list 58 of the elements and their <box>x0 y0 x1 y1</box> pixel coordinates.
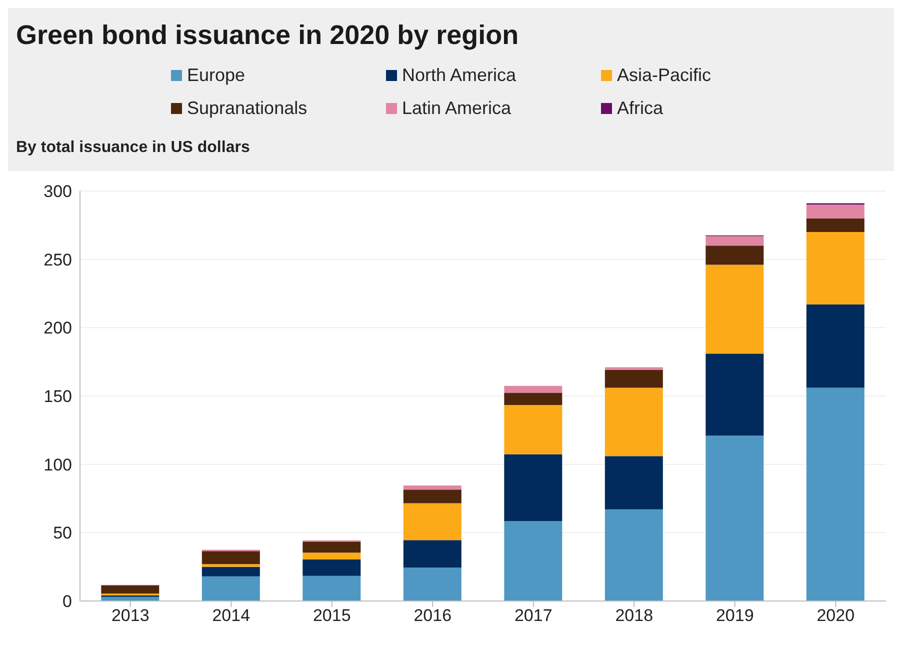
bar <box>604 456 663 510</box>
legend-label: Europe <box>187 65 246 86</box>
bar <box>202 551 260 564</box>
x-tick-label: 2013 <box>111 606 150 626</box>
bar <box>604 509 663 601</box>
bar <box>202 564 260 567</box>
bar <box>706 264 764 354</box>
bar <box>302 552 361 560</box>
legend-label: North America <box>402 65 516 86</box>
legend-label: Latin America <box>402 98 512 119</box>
y-tick-label: 200 <box>44 318 72 338</box>
bar <box>604 370 663 388</box>
bar <box>302 576 361 601</box>
x-tick-label: 2015 <box>312 606 351 626</box>
chart-title: Green bond issuance in 2020 by region <box>16 20 520 51</box>
chart-subtitle: By total issuance in US dollars <box>16 139 251 157</box>
bar <box>504 392 562 406</box>
bar <box>604 388 663 456</box>
legend-label: Africa <box>617 98 664 119</box>
x-tick-label: 2018 <box>615 606 654 626</box>
bar <box>806 218 864 232</box>
bar <box>806 204 864 218</box>
bar <box>403 490 462 504</box>
bar <box>403 568 462 601</box>
bar <box>706 236 764 246</box>
x-tick-label: 2016 <box>414 606 452 626</box>
y-tick-label: 0 <box>62 592 72 612</box>
bar <box>604 367 663 370</box>
bar <box>202 576 260 601</box>
y-tick-label: 50 <box>53 524 72 543</box>
bar <box>504 454 562 522</box>
legend-label: Asia-Pacific <box>617 65 712 86</box>
x-tick-label: 2017 <box>514 606 552 626</box>
bar <box>706 354 764 436</box>
bar <box>806 232 864 304</box>
bar <box>403 540 462 568</box>
x-tick-label: 2020 <box>816 606 855 626</box>
bar <box>706 246 764 265</box>
bar <box>806 304 864 388</box>
bar <box>202 566 260 576</box>
bar <box>504 386 562 393</box>
bar <box>302 542 361 553</box>
bar <box>806 388 864 601</box>
bar <box>403 503 462 540</box>
x-tick-label: 2019 <box>716 606 754 626</box>
bar <box>403 486 462 490</box>
y-tick-label: 250 <box>44 250 72 270</box>
y-tick-label: 150 <box>44 387 72 406</box>
bar <box>504 405 562 454</box>
legend-label: Supranationals <box>187 98 308 119</box>
bar <box>101 593 160 596</box>
bar <box>101 585 160 594</box>
bar <box>302 559 361 576</box>
bar <box>706 436 764 601</box>
y-tick-label: 100 <box>44 455 72 474</box>
y-tick-label: 300 <box>44 182 72 202</box>
x-tick-label: 2014 <box>212 606 250 626</box>
bar <box>504 521 562 601</box>
